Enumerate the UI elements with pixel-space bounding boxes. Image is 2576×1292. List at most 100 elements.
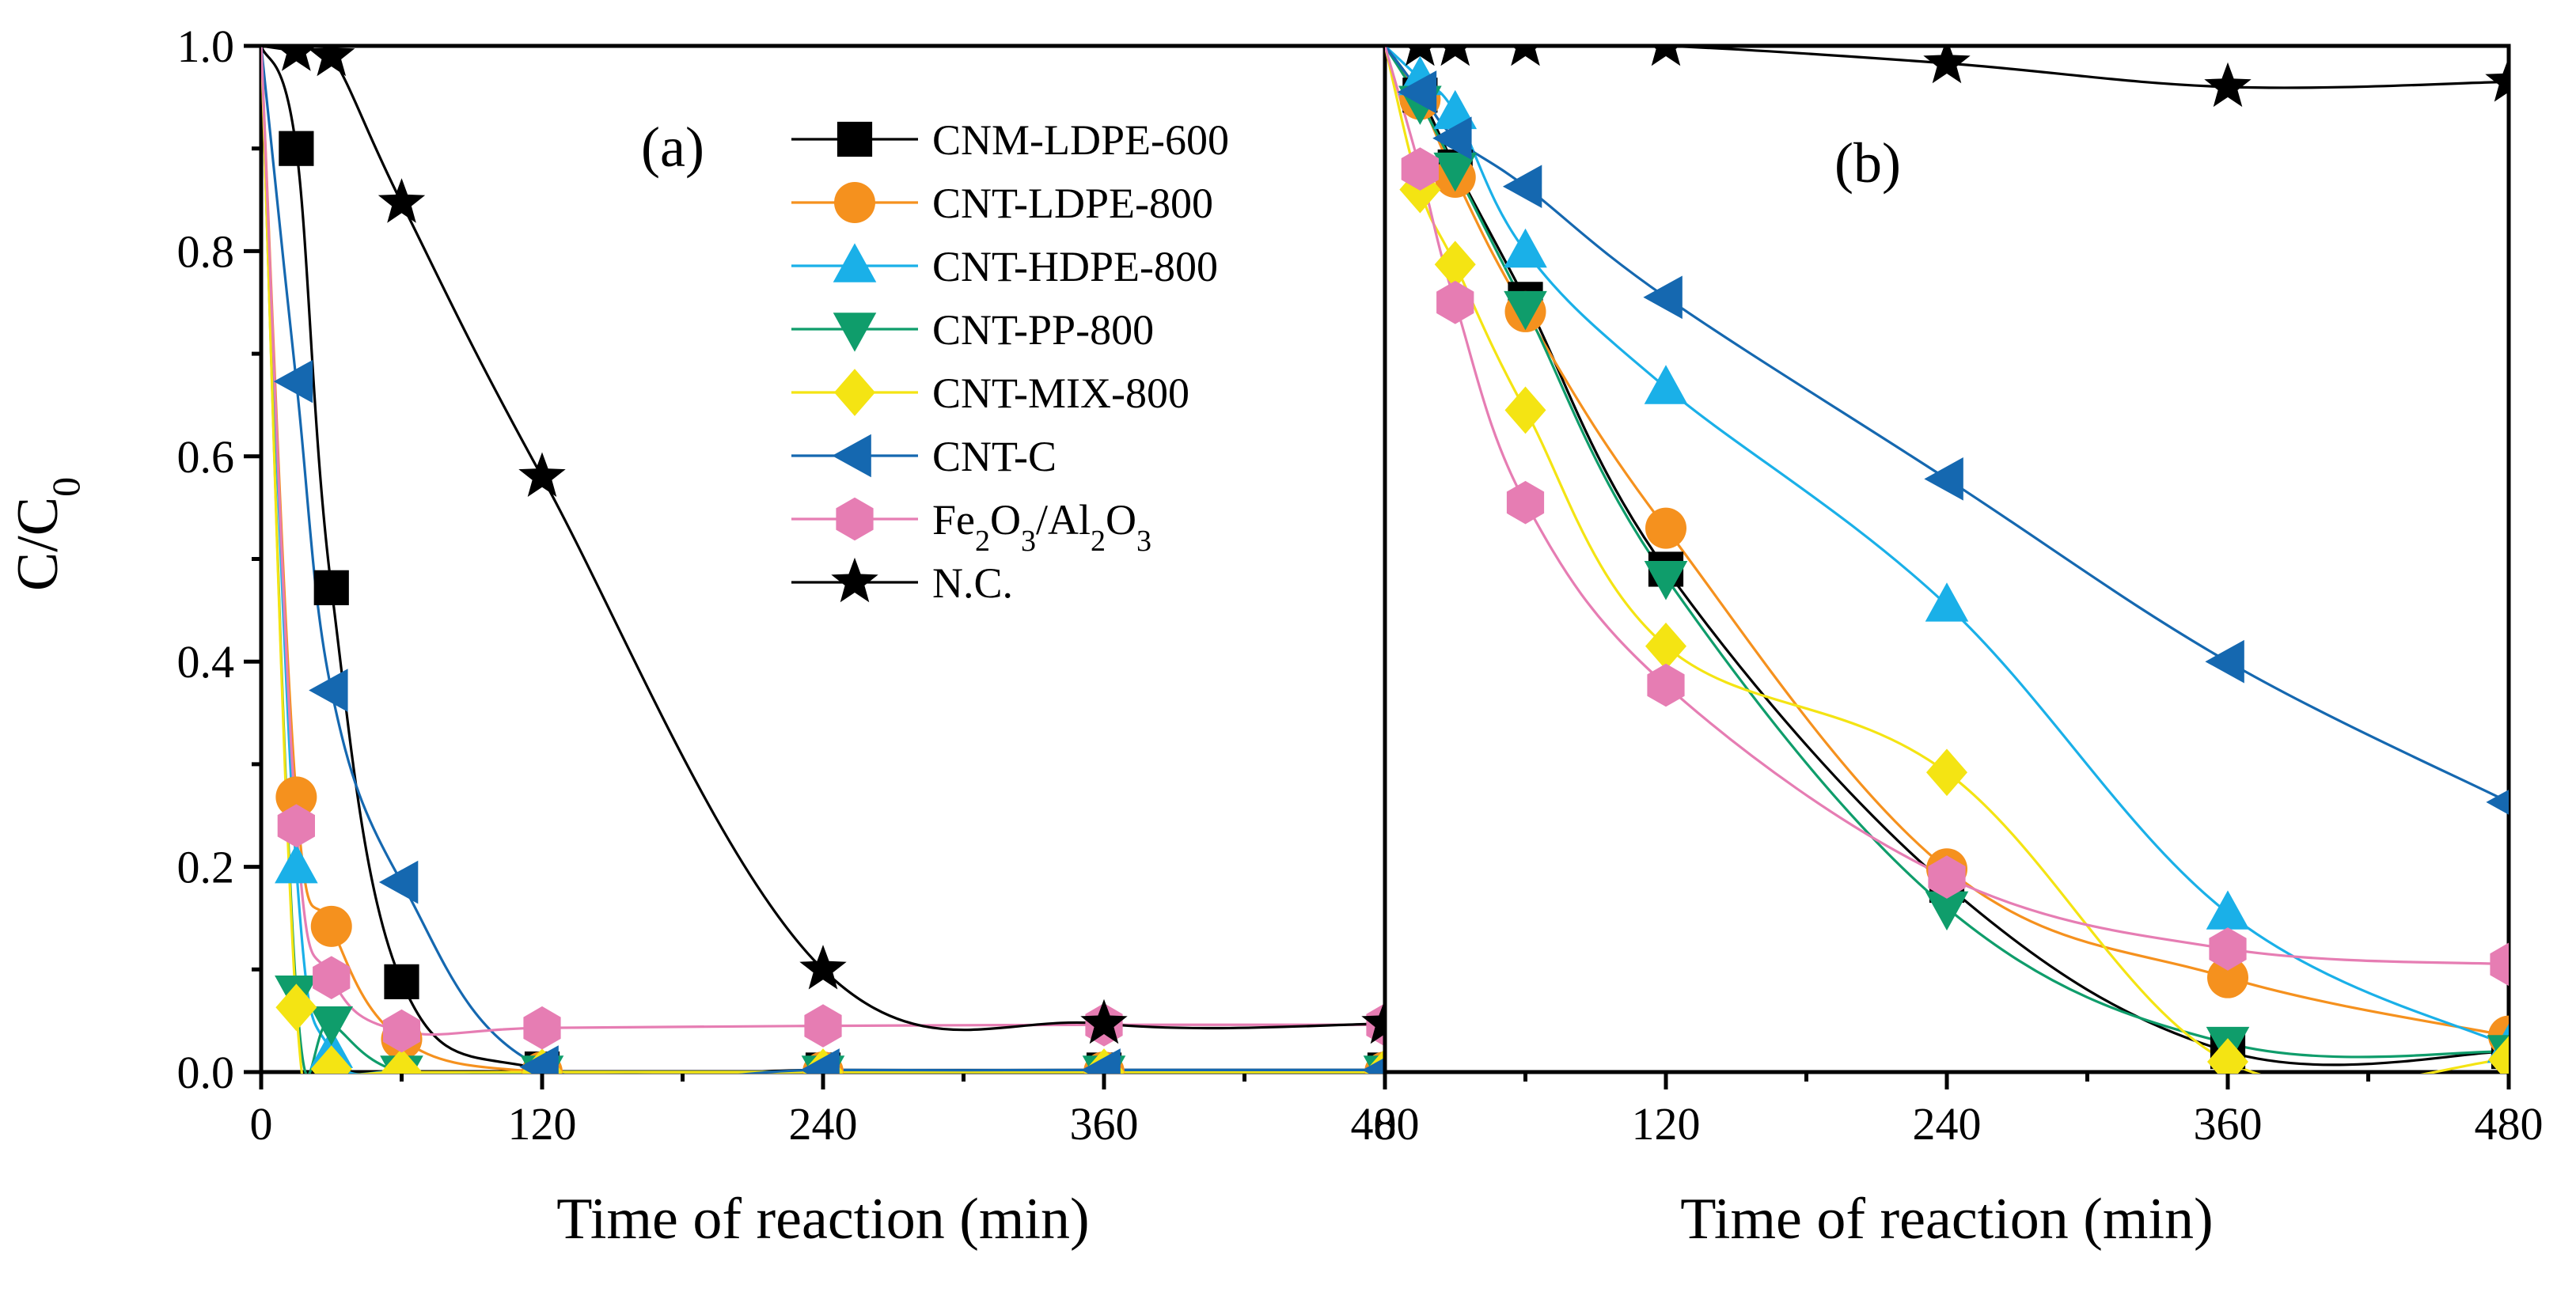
- data-point: [1436, 280, 1474, 324]
- data-point: [1644, 365, 1688, 404]
- data-point: [1649, 44, 1683, 66]
- data-point: [382, 1009, 421, 1053]
- series-line: [1385, 45, 2509, 966]
- series-group: [1385, 44, 2509, 1074]
- data-point: [1433, 89, 1478, 130]
- data-point: [1502, 165, 1542, 208]
- data-point: [377, 178, 426, 223]
- legend-marker: [832, 434, 871, 478]
- x-tick-label: 360: [1070, 1098, 1139, 1150]
- legend-label: CNM-LDPE-600: [932, 116, 1229, 164]
- data-point: [2209, 927, 2247, 971]
- data-point: [309, 1006, 354, 1046]
- legend: CNM-LDPE-600 CNT-LDPE-800 CNT-HDPE-800 CNT-…: [791, 116, 1229, 607]
- legend-marker: [834, 369, 875, 416]
- series-line: [261, 45, 1385, 1074]
- data-point: [308, 44, 355, 77]
- panel-label: (b): [1834, 131, 1901, 195]
- data-point: [1433, 152, 1478, 192]
- legend-label: CNT-C: [932, 433, 1057, 480]
- panel-a: 0 120 240 360 480 Time of reaction (min) 0.0 0.…: [177, 21, 1420, 1252]
- data-point: [310, 905, 352, 947]
- x-tick-label: 240: [1913, 1098, 1982, 1150]
- x-tick-label: 480: [1351, 1098, 1420, 1150]
- legend-marker: [837, 121, 873, 157]
- x-axis-title: Time of reaction (min): [1680, 1187, 2213, 1252]
- data-point: [1362, 1057, 1385, 1074]
- data-point: [1923, 44, 1971, 84]
- data-point: [2206, 890, 2250, 930]
- data-point: [1645, 507, 1686, 549]
- data-point: [384, 964, 419, 999]
- data-point: [1439, 44, 1471, 66]
- panel-label: (a): [641, 116, 704, 179]
- legend-label: CNT-MIX-800: [932, 369, 1189, 417]
- data-point: [1081, 1048, 1121, 1074]
- data-point: [2205, 639, 2244, 684]
- data-point: [1504, 290, 1547, 331]
- legend-label: Fe2O3/Al2O3: [932, 496, 1151, 558]
- series-group: [261, 44, 1385, 1074]
- legend-marker: [836, 497, 874, 541]
- data-point: [1361, 998, 1385, 1044]
- data-point: [2207, 1038, 2248, 1074]
- data-point: [1926, 748, 1967, 797]
- data-point: [1506, 480, 1545, 525]
- data-point: [1434, 241, 1476, 289]
- data-point: [800, 1048, 840, 1074]
- data-point: [275, 776, 317, 818]
- data-point: [1504, 228, 1547, 268]
- data-point: [2488, 1036, 2509, 1074]
- data-point: [313, 570, 349, 605]
- data-point: [518, 452, 566, 497]
- legend-marker: [833, 313, 877, 352]
- legend-marker: [834, 182, 875, 223]
- data-point: [381, 1048, 423, 1074]
- data-point: [2485, 57, 2509, 102]
- data-point: [1404, 44, 1436, 66]
- x-tick-label: 240: [789, 1098, 858, 1150]
- data-point: [1647, 663, 1685, 707]
- legend-label: CNT-LDPE-800: [932, 180, 1213, 227]
- legend-label: CNT-HDPE-800: [932, 243, 1218, 290]
- y-tick-label: 0.8: [177, 225, 235, 277]
- legend-label: N.C.: [932, 559, 1013, 607]
- y-axis-title-main: C/C: [6, 497, 70, 591]
- data-point: [2207, 957, 2248, 998]
- x-tick-label: 120: [1632, 1098, 1701, 1150]
- series-line: [1385, 45, 2509, 804]
- data-point: [1397, 70, 1437, 114]
- y-tick-label: 0.2: [177, 842, 235, 893]
- x-axis-title: Time of reaction (min): [556, 1187, 1089, 1252]
- data-point: [1925, 891, 1969, 931]
- data-point: [2486, 790, 2509, 815]
- x-tick-label: 360: [2194, 1098, 2263, 1150]
- data-point: [1080, 998, 1128, 1044]
- series-line: [261, 45, 1385, 1036]
- data-point: [1504, 386, 1546, 434]
- legend-marker: [831, 557, 878, 603]
- data-point: [2490, 942, 2509, 987]
- data-point: [309, 669, 348, 712]
- data-point: [1643, 275, 1683, 320]
- y-tick-label: 1.0: [177, 21, 235, 72]
- data-point: [519, 1045, 559, 1074]
- x-tick-label: 480: [2475, 1098, 2544, 1150]
- y-axis-title-sub: 0: [44, 477, 88, 497]
- data-point: [277, 804, 315, 847]
- data-point: [274, 44, 319, 71]
- data-point: [1432, 116, 1472, 161]
- x-tick-label: 0: [1374, 1098, 1397, 1150]
- x-tick-label: 0: [250, 1098, 273, 1150]
- data-point: [275, 844, 318, 884]
- series-line: [261, 45, 1385, 1074]
- y-tick-label: 0.4: [177, 636, 235, 688]
- data-point: [1925, 582, 1969, 622]
- series-line: [261, 44, 1385, 1032]
- data-point: [279, 131, 314, 166]
- panel-b: 0 120 240 360 480 Time of reaction (min) (b): [1374, 44, 2544, 1252]
- data-point: [804, 1004, 842, 1048]
- y-tick-label: 0.0: [177, 1047, 235, 1098]
- data-point: [1645, 622, 1686, 670]
